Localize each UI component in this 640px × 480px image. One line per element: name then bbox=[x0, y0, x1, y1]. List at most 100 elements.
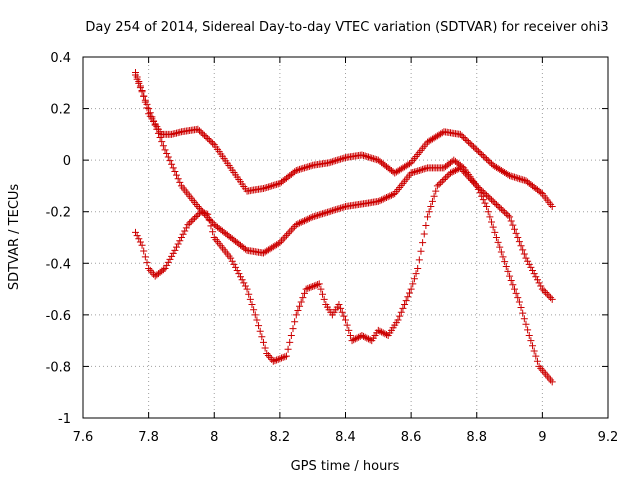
data-point-track-3 bbox=[342, 316, 349, 324]
data-point-track-3 bbox=[442, 174, 450, 182]
data-point-track-3 bbox=[396, 312, 404, 320]
data-point-track-3 bbox=[227, 254, 235, 262]
data-point-track-3 bbox=[374, 326, 382, 334]
data-point-track-3 bbox=[358, 331, 366, 339]
data-point-track-1 bbox=[483, 155, 491, 163]
data-point-track-3 bbox=[425, 208, 433, 216]
data-point-track-1 bbox=[209, 139, 217, 147]
data-point-track-3 bbox=[401, 301, 409, 309]
data-point-track-3 bbox=[238, 276, 246, 284]
data-point-track-1 bbox=[520, 176, 528, 184]
y-tick-label: 0.2 bbox=[50, 103, 71, 118]
data-point-track-3 bbox=[282, 352, 290, 360]
data-point-track-1 bbox=[307, 162, 315, 170]
data-point-track-3 bbox=[346, 331, 354, 339]
data-point-track-3 bbox=[266, 353, 274, 361]
data-point-track-2 bbox=[410, 168, 418, 176]
data-point-track-1 bbox=[302, 163, 310, 171]
data-point-track-3 bbox=[437, 179, 445, 187]
data-point-track-1 bbox=[458, 132, 466, 140]
data-point-track-3 bbox=[138, 241, 146, 249]
data-point-track-1 bbox=[338, 155, 346, 163]
data-point-track-3 bbox=[458, 166, 466, 174]
data-point-track-3 bbox=[476, 189, 484, 197]
data-point-track-3 bbox=[200, 209, 208, 217]
data-point-track-3 bbox=[448, 168, 456, 176]
data-point-track-1 bbox=[473, 146, 481, 154]
data-point-track-3 bbox=[189, 216, 197, 224]
data-point-track-2 bbox=[171, 167, 179, 175]
data-point-track-1 bbox=[364, 153, 372, 161]
data-point-track-1 bbox=[484, 157, 492, 165]
data-point-track-3 bbox=[141, 253, 149, 261]
data-point-track-3 bbox=[284, 345, 292, 353]
data-point-track-2 bbox=[496, 204, 504, 212]
data-point-track-1 bbox=[515, 175, 523, 183]
data-point-track-3 bbox=[547, 376, 555, 384]
data-point-track-3 bbox=[360, 332, 368, 340]
data-point-track-3 bbox=[161, 264, 169, 272]
data-point-track-1 bbox=[299, 164, 307, 172]
data-point-track-2 bbox=[484, 193, 492, 201]
data-point-track-1 bbox=[304, 163, 312, 171]
data-point-track-1 bbox=[325, 159, 333, 167]
data-point-track-3 bbox=[140, 247, 148, 255]
data-point-track-3 bbox=[150, 270, 158, 278]
data-point-track-1 bbox=[468, 141, 476, 149]
data-point-track-1 bbox=[305, 162, 313, 170]
data-point-track-1 bbox=[358, 151, 366, 159]
data-point-track-1 bbox=[476, 149, 484, 157]
data-point-track-3 bbox=[512, 289, 520, 297]
data-point-track-2 bbox=[509, 221, 517, 229]
data-point-track-3 bbox=[407, 285, 415, 293]
data-point-track-3 bbox=[469, 178, 477, 186]
data-point-track-2 bbox=[387, 191, 395, 199]
data-point-track-2 bbox=[310, 212, 318, 220]
data-point-track-1 bbox=[465, 138, 473, 146]
data-point-track-3 bbox=[197, 208, 205, 216]
data-point-track-3 bbox=[440, 175, 448, 183]
data-point-track-3 bbox=[473, 182, 481, 190]
data-point-track-1 bbox=[478, 150, 486, 158]
data-point-track-1 bbox=[361, 152, 369, 160]
data-point-track-3 bbox=[424, 213, 432, 221]
data-point-track-3 bbox=[537, 364, 545, 372]
data-point-track-3 bbox=[428, 197, 436, 205]
y-tick-label: -0.4 bbox=[46, 257, 71, 272]
y-tick-label: 0 bbox=[63, 154, 71, 169]
data-point-track-3 bbox=[261, 344, 269, 352]
data-point-track-2 bbox=[384, 193, 392, 201]
data-point-track-3 bbox=[299, 294, 307, 302]
data-point-track-2 bbox=[302, 216, 310, 224]
data-point-track-2 bbox=[164, 153, 172, 161]
data-point-track-2 bbox=[379, 195, 387, 203]
data-point-track-1 bbox=[271, 181, 279, 189]
data-point-track-2 bbox=[161, 146, 169, 154]
x-tick-label: 7.8 bbox=[138, 430, 159, 445]
data-point-track-3 bbox=[433, 182, 441, 190]
data-point-track-2 bbox=[381, 194, 389, 202]
data-point-track-3 bbox=[335, 301, 343, 309]
data-point-track-3 bbox=[289, 325, 297, 333]
data-point-track-2 bbox=[163, 149, 171, 157]
data-point-track-2 bbox=[540, 287, 548, 295]
data-point-track-2 bbox=[145, 105, 153, 113]
data-point-track-1 bbox=[438, 129, 446, 137]
data-point-track-3 bbox=[191, 214, 199, 222]
data-point-track-3 bbox=[525, 331, 533, 339]
data-point-track-1 bbox=[268, 182, 276, 190]
data-point-track-2 bbox=[141, 96, 149, 104]
data-point-track-2 bbox=[538, 285, 546, 293]
data-point-track-2 bbox=[488, 196, 496, 204]
data-point-track-3 bbox=[171, 246, 179, 254]
data-point-track-2 bbox=[168, 160, 176, 168]
data-point-track-2 bbox=[502, 210, 510, 218]
data-point-track-3 bbox=[542, 370, 550, 378]
plot-frame bbox=[82, 56, 609, 419]
data-point-track-3 bbox=[312, 281, 320, 289]
data-point-track-3 bbox=[355, 333, 363, 341]
data-point-track-3 bbox=[417, 247, 425, 255]
data-point-track-3 bbox=[281, 353, 289, 361]
data-point-track-1 bbox=[294, 166, 302, 174]
